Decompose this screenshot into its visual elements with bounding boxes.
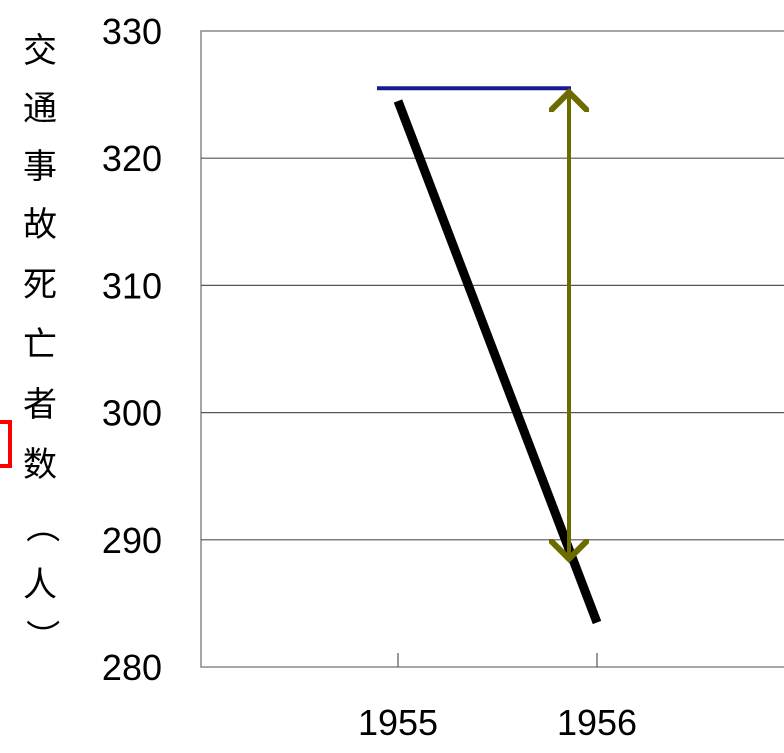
- y-tick-label: 310: [102, 265, 162, 306]
- y-axis-label-glyph: 事: [23, 147, 57, 187]
- y-axis: 280 290 300 310 320 330: [102, 11, 162, 688]
- y-axis-label-glyph: 死: [23, 265, 57, 305]
- y-axis-label-glyph: 数: [23, 445, 57, 485]
- y-axis-label-glyph: 交: [23, 31, 57, 71]
- y-axis-label-glyph: 故: [23, 205, 57, 245]
- annotation-layer: [377, 86, 571, 559]
- y-axis-label-glyph: （: [21, 509, 61, 543]
- y-tick-label: 280: [102, 647, 162, 688]
- y-tick-label: 290: [102, 520, 162, 561]
- x-tick-label: 1955: [358, 702, 438, 743]
- y-axis-label: 交 通 事 故 死 亡 者 数 （ 人 ）: [21, 31, 61, 653]
- plot-area: [200, 30, 784, 668]
- partial-red-marker: [0, 420, 12, 468]
- y-axis-label-glyph: ）: [21, 619, 61, 653]
- y-tick-label: 330: [102, 11, 162, 52]
- y-tick-label: 300: [102, 393, 162, 434]
- y-axis-label-glyph: 亡: [23, 325, 57, 365]
- y-axis-label-glyph: 通: [23, 89, 57, 129]
- plot-border: [200, 30, 784, 668]
- y-axis-label-glyph: 者: [23, 385, 57, 425]
- y-tick-label: 320: [102, 138, 162, 179]
- x-axis: 1955 1956: [358, 653, 637, 743]
- x-tick-label: 1956: [557, 702, 637, 743]
- y-axis-label-glyph: 人: [23, 565, 57, 605]
- gridlines: [201, 157, 784, 541]
